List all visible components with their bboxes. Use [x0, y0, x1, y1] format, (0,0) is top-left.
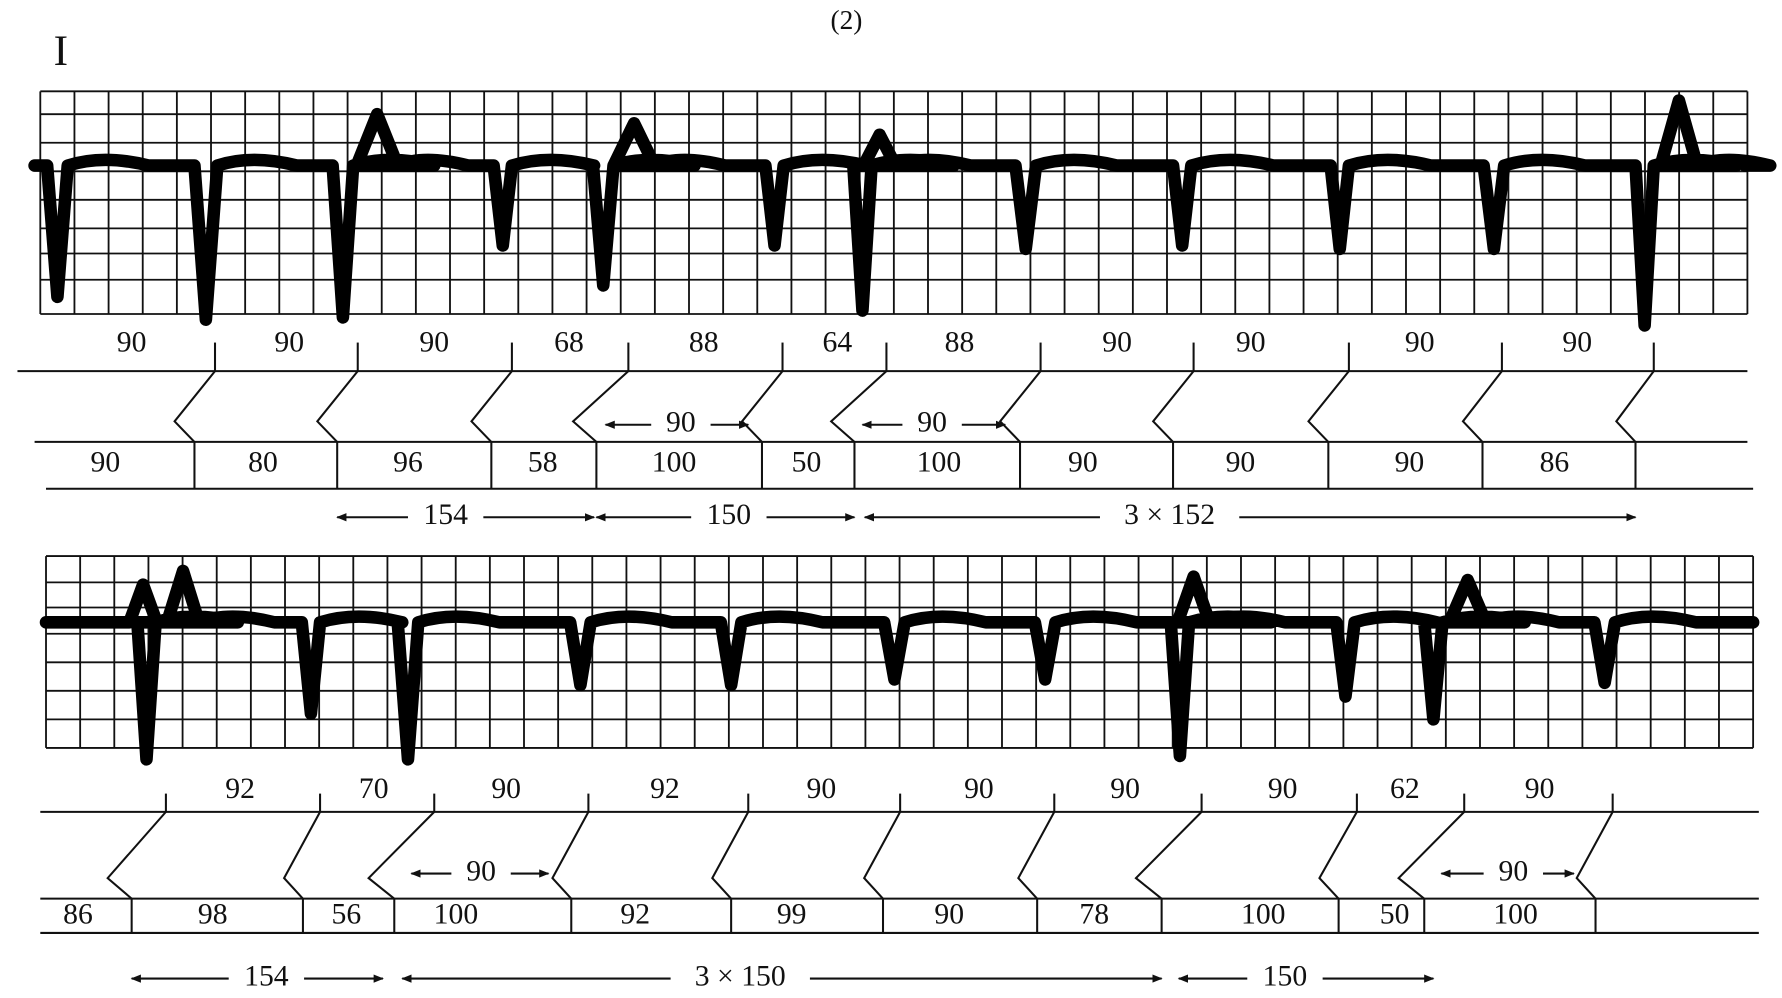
conduction-line	[1575, 811, 1614, 900]
atrial-interval: 90	[964, 773, 994, 805]
atrial-interval: 90	[807, 773, 837, 805]
atrial-interval: 90	[274, 327, 304, 359]
atrial-interval: 92	[225, 773, 255, 805]
figure-number: (2)	[830, 5, 862, 35]
atrial-interval: 88	[689, 327, 719, 359]
lead-label: I	[54, 27, 68, 75]
inner-interval-label: 90	[917, 407, 947, 439]
conduction-line	[740, 370, 784, 443]
ventricular-interval: 58	[528, 447, 558, 479]
span-interval-label: 150	[707, 499, 752, 531]
ventricular-interval: 100	[1493, 899, 1538, 931]
ventricular-interval: 100	[917, 447, 962, 479]
ecg-trace	[28, 94, 1777, 332]
atrial-interval: 90	[491, 773, 521, 805]
span-interval-label: 154	[244, 960, 289, 992]
conduction-line	[1017, 811, 1056, 900]
conduction-line	[173, 370, 216, 443]
conduction-line	[282, 811, 321, 900]
conduction-line	[1461, 370, 1503, 443]
atrial-interval: 90	[1405, 327, 1435, 359]
ventricular-interval: 86	[63, 899, 93, 931]
atrial-interval: 90	[1236, 327, 1266, 359]
inner-interval-label: 90	[666, 407, 696, 439]
span-interval-label: 150	[1263, 960, 1308, 992]
conduction-line	[711, 811, 750, 900]
ecg-trace	[39, 564, 1760, 766]
ventricular-interval: 90	[91, 447, 121, 479]
atrial-interval: 62	[1390, 773, 1420, 805]
ventricular-interval: 90	[1226, 447, 1256, 479]
ventricular-interval: 50	[1380, 899, 1410, 931]
atrial-interval: 90	[1562, 327, 1592, 359]
ventricular-interval: 100	[1241, 899, 1286, 931]
conduction-line	[1134, 811, 1203, 900]
conduction-line	[571, 370, 630, 443]
span-interval-label: 154	[423, 499, 468, 531]
conduction-line	[367, 811, 435, 900]
atrial-interval: 88	[945, 327, 975, 359]
atrial-interval: 90	[1110, 773, 1140, 805]
conduction-line	[470, 370, 513, 443]
atrial-interval: 90	[1102, 327, 1132, 359]
ventricular-interval: 78	[1079, 899, 1109, 931]
conduction-line	[106, 811, 167, 900]
inner-interval-label: 90	[466, 855, 496, 887]
conduction-line	[315, 370, 359, 443]
ventricular-interval: 56	[331, 899, 361, 931]
conduction-line	[829, 370, 888, 443]
atrial-interval: 70	[359, 773, 389, 805]
conduction-line	[1397, 811, 1465, 900]
ventricular-interval: 86	[1540, 447, 1570, 479]
conduction-line	[1318, 811, 1358, 900]
atrial-interval: 90	[1525, 773, 1555, 805]
ventricular-interval: 96	[393, 447, 423, 479]
conduction-line	[551, 811, 590, 900]
atrial-interval: 90	[117, 327, 147, 359]
conduction-line	[1614, 370, 1655, 443]
ventricular-interval: 90	[1068, 447, 1098, 479]
atrial-interval: 90	[419, 327, 449, 359]
ventricular-interval: 98	[198, 899, 228, 931]
ventricular-interval: 90	[934, 899, 964, 931]
atrial-interval: 90	[1268, 773, 1298, 805]
atrial-interval: 92	[650, 773, 680, 805]
ventricular-interval: 80	[248, 447, 278, 479]
ventricular-interval: 50	[792, 447, 822, 479]
ventricular-interval: 90	[1395, 447, 1425, 479]
span-interval-label: 3 × 152	[1124, 499, 1215, 531]
conduction-line	[1307, 370, 1350, 443]
conduction-line	[862, 811, 902, 900]
ventricular-interval: 92	[620, 899, 650, 931]
atrial-interval: 64	[822, 327, 852, 359]
conduction-line	[1151, 370, 1195, 443]
conduction-line	[998, 370, 1042, 443]
ventricular-interval: 100	[652, 447, 697, 479]
atrial-interval: 68	[554, 327, 584, 359]
inner-interval-label: 90	[1498, 855, 1528, 887]
span-interval-label: 3 × 150	[695, 960, 786, 992]
ventricular-interval: 99	[777, 899, 807, 931]
ventricular-interval: 100	[434, 899, 479, 931]
